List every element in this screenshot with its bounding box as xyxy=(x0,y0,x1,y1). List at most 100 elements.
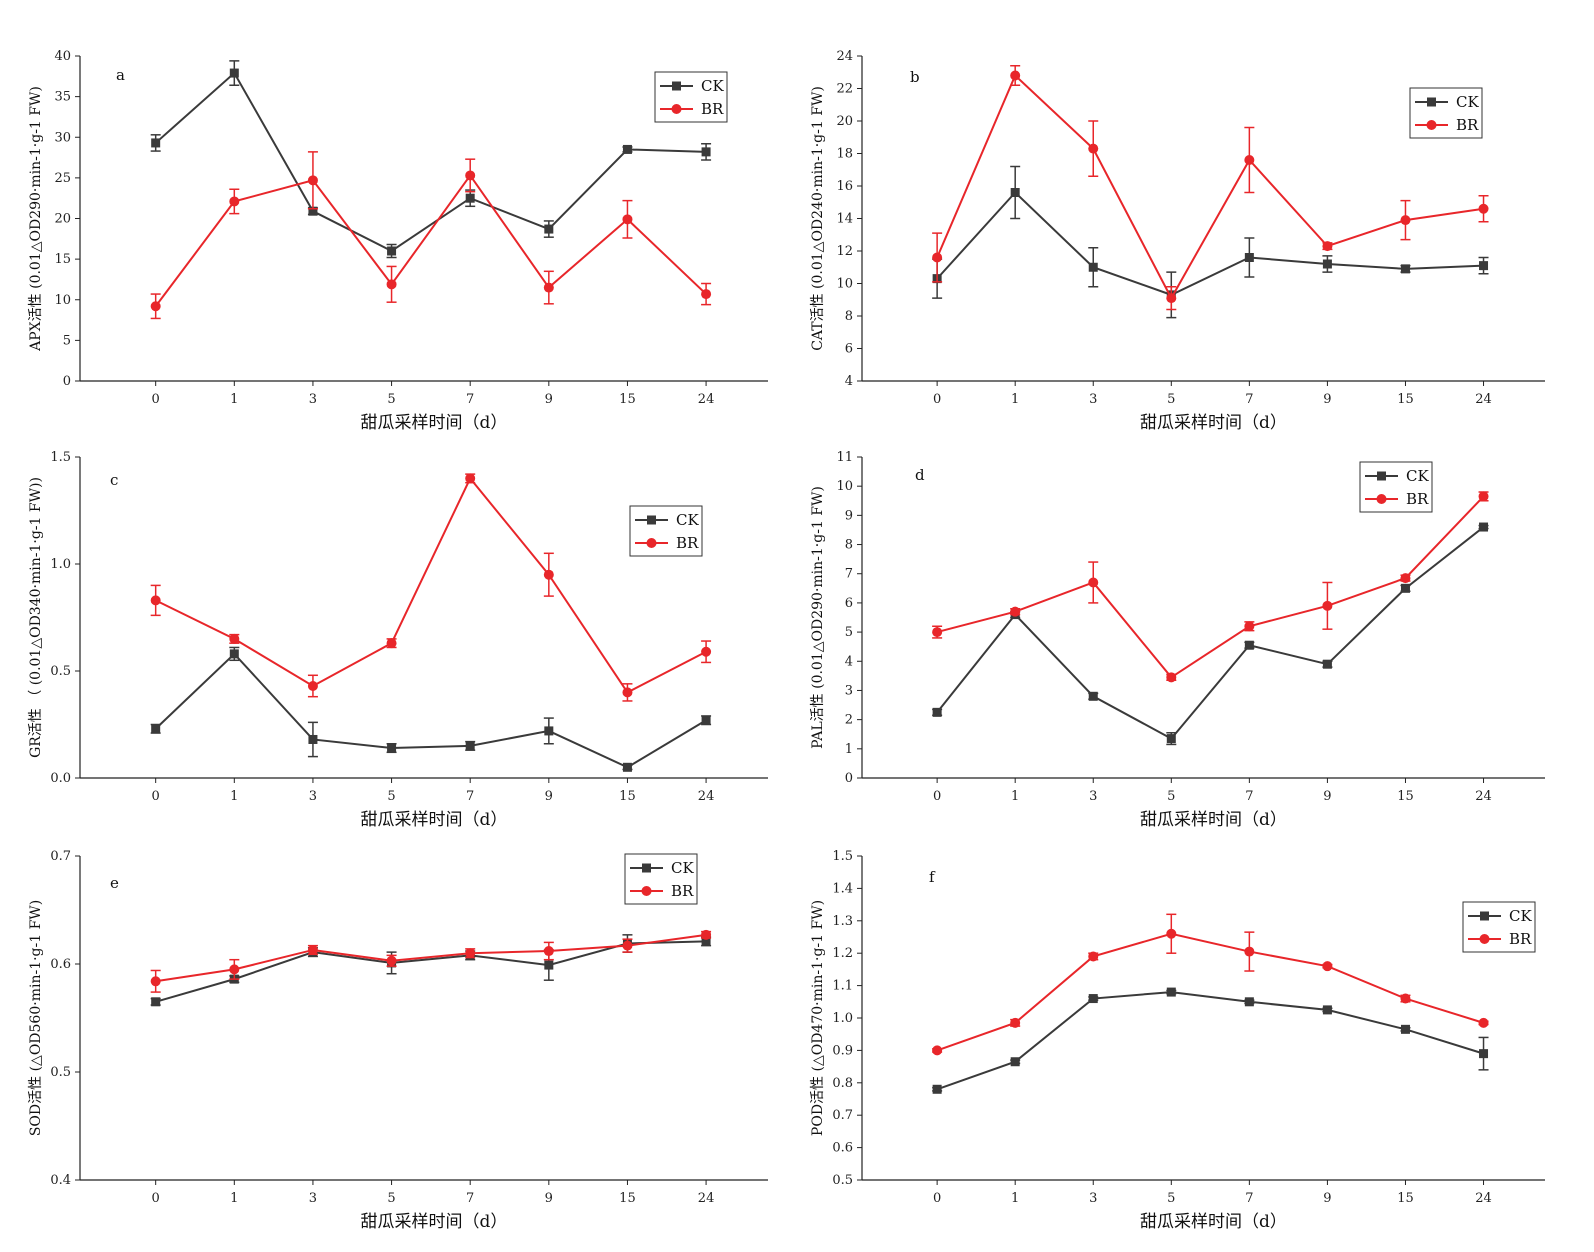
data-point-br xyxy=(465,170,476,181)
data-point-ck xyxy=(308,206,318,216)
y-tick-label: 0.0 xyxy=(50,771,71,786)
x-axis-label: 甜瓜采样时间（d） xyxy=(1140,810,1287,830)
data-point-ck xyxy=(932,707,942,717)
data-point-br xyxy=(307,680,318,691)
data-point-br xyxy=(543,282,554,293)
data-point-br xyxy=(1010,606,1021,617)
x-tick-label: 7 xyxy=(466,392,474,407)
y-tick-label: 0.4 xyxy=(50,1173,71,1188)
data-point-br xyxy=(386,955,397,966)
series-line-ck xyxy=(155,71,707,253)
data-point-ck xyxy=(387,246,397,256)
data-point-br xyxy=(701,289,712,300)
data-point-ck xyxy=(1479,261,1489,271)
series-line-br xyxy=(936,932,1484,1052)
data-point-br xyxy=(229,964,240,975)
x-tick-label: 1 xyxy=(1011,1191,1019,1206)
y-tick-label: 1.1 xyxy=(832,979,853,994)
data-point-br xyxy=(1478,203,1489,214)
data-point-br xyxy=(622,687,633,698)
x-tick-label: 1 xyxy=(230,789,238,804)
series-line-br xyxy=(936,73,1484,301)
y-axis-label: GR活性 （ (0.01△OD340·min-1·g-1 FW)) xyxy=(28,477,44,758)
data-point-br xyxy=(932,252,943,263)
data-point-br xyxy=(932,1045,943,1056)
data-point-ck xyxy=(151,138,161,148)
y-tick-label: 10 xyxy=(836,277,853,292)
x-tick-label: 9 xyxy=(1323,392,1331,407)
data-point-ck xyxy=(1322,1005,1332,1015)
y-tick-label: 1.0 xyxy=(832,1011,853,1026)
data-point-br xyxy=(386,279,397,290)
x-tick-label: 5 xyxy=(387,789,395,804)
data-point-br xyxy=(1478,1017,1489,1028)
y-tick-label: 1.2 xyxy=(832,946,853,961)
legend-marker-ck xyxy=(647,515,656,525)
y-tick-label: 0 xyxy=(845,771,853,786)
y-tick-label: 22 xyxy=(836,82,853,97)
series-line-br xyxy=(154,173,707,307)
legend-marker-br xyxy=(1376,494,1387,504)
x-tick-label: 9 xyxy=(545,1191,553,1206)
data-point-br xyxy=(1322,241,1333,252)
x-tick-label: 0 xyxy=(933,1191,941,1206)
data-point-br xyxy=(465,473,476,484)
legend-box xyxy=(624,853,698,905)
series-line-br xyxy=(155,933,707,983)
data-point-br xyxy=(1244,946,1255,957)
data-point-br xyxy=(307,944,318,955)
data-point-ck xyxy=(308,734,318,744)
legend-label-br: BR xyxy=(1406,490,1429,508)
data-point-ck xyxy=(229,649,239,659)
legend: CK BR xyxy=(1359,461,1433,513)
x-tick-label: 24 xyxy=(698,789,715,804)
data-point-ck xyxy=(465,193,475,203)
x-tick-label: 24 xyxy=(698,392,715,407)
data-point-br xyxy=(1400,215,1411,226)
y-tick-label: 35 xyxy=(54,90,71,105)
legend: CK BR xyxy=(1462,901,1536,953)
data-point-br xyxy=(307,175,318,186)
legend-box xyxy=(1359,461,1433,513)
x-tick-label: 0 xyxy=(152,392,160,407)
legend-box xyxy=(1409,87,1483,139)
data-point-br xyxy=(543,946,554,957)
y-tick-label: 20 xyxy=(836,114,853,129)
data-point-br xyxy=(1166,928,1177,939)
data-point-ck xyxy=(622,762,632,772)
y-tick-label: 15 xyxy=(54,252,71,267)
y-tick-label: 0.5 xyxy=(832,1173,853,1188)
y-tick-label: 30 xyxy=(54,130,71,145)
data-point-br xyxy=(932,627,943,638)
data-point-br xyxy=(1478,491,1489,502)
legend-label-br: BR xyxy=(1456,116,1479,134)
legend-marker-br xyxy=(1479,934,1490,944)
x-tick-label: 0 xyxy=(152,1191,160,1206)
legend: CK BR xyxy=(629,505,703,557)
legend-label-ck: CK xyxy=(676,511,699,529)
data-point-ck xyxy=(1322,259,1332,269)
data-point-br xyxy=(543,569,554,580)
data-point-ck xyxy=(701,936,711,946)
data-point-ck xyxy=(229,68,239,78)
data-point-ck xyxy=(1088,994,1098,1004)
x-tick-label: 9 xyxy=(1323,789,1331,804)
x-axis-label: 甜瓜采样时间（d） xyxy=(361,413,508,433)
y-tick-label: 8 xyxy=(845,309,853,324)
x-tick-label: 15 xyxy=(1397,392,1414,407)
y-tick-label: 0 xyxy=(63,374,71,389)
chart-panel-f: 0.5 0.6 0.7 0.8 0.9 1.0 1.1 1.2 1.3 1.4 1.5 0 1 3 5 7 9 1… xyxy=(810,849,1545,1232)
data-point-ck xyxy=(387,743,397,753)
data-point-ck xyxy=(1322,659,1332,669)
chart-panel-d: 0 1 2 3 4 5 6 7 8 9 10 11 0 1 3 5 7 9 15 24 甜瓜采样时间（d） PAL活性 (… xyxy=(810,450,1545,830)
data-point-ck xyxy=(932,1084,942,1094)
legend-marker-br xyxy=(641,886,652,896)
y-tick-label: 5 xyxy=(63,333,71,348)
x-tick-label: 7 xyxy=(1245,1191,1253,1206)
data-point-ck xyxy=(544,224,554,234)
y-axis-label: APX活性 (0.01△OD290·min-1·g-1 FW) xyxy=(28,86,44,352)
x-tick-label: 9 xyxy=(545,789,553,804)
data-point-br xyxy=(1088,951,1099,962)
series-line-br xyxy=(936,495,1485,679)
legend-label-ck: CK xyxy=(701,77,724,95)
